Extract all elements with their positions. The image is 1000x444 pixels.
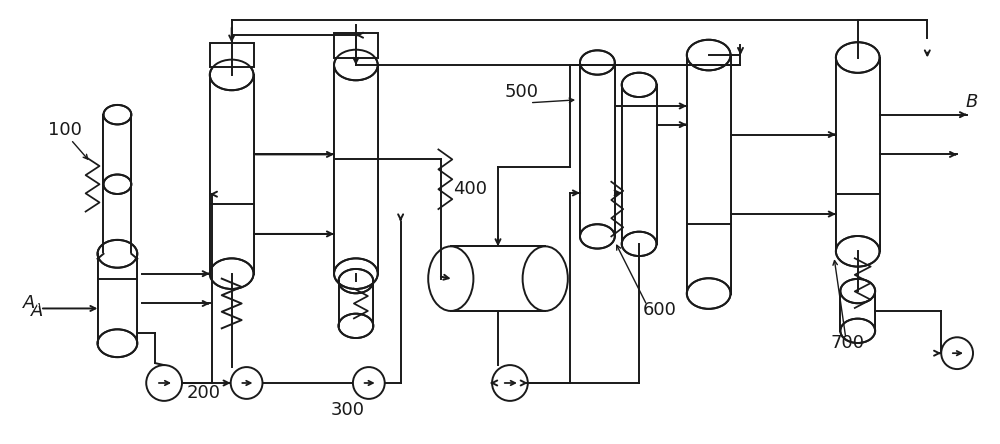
Text: 400: 400 — [453, 180, 487, 198]
Text: A: A — [28, 293, 39, 310]
Bar — [210, 43, 254, 67]
Bar — [836, 58, 880, 251]
Text: 700: 700 — [831, 334, 865, 352]
Bar — [339, 281, 373, 326]
Text: 600: 600 — [643, 301, 677, 319]
Text: 500: 500 — [505, 83, 539, 101]
Bar — [687, 55, 731, 293]
Text: 200: 200 — [187, 384, 221, 402]
Bar — [334, 33, 378, 58]
Bar — [98, 254, 137, 343]
Text: B: B — [965, 93, 977, 111]
Bar — [334, 65, 378, 274]
Bar — [210, 75, 254, 274]
Ellipse shape — [428, 246, 473, 311]
Text: 100: 100 — [48, 121, 82, 139]
Bar — [103, 115, 131, 184]
Bar — [580, 63, 615, 236]
Text: 300: 300 — [331, 401, 365, 419]
Bar — [840, 291, 875, 331]
Ellipse shape — [523, 246, 568, 311]
Circle shape — [353, 367, 385, 399]
Text: A: A — [31, 302, 43, 321]
Bar — [622, 85, 657, 244]
Circle shape — [146, 365, 182, 401]
Circle shape — [492, 365, 528, 401]
Circle shape — [231, 367, 262, 399]
Text: A: A — [23, 294, 35, 313]
Circle shape — [941, 337, 973, 369]
